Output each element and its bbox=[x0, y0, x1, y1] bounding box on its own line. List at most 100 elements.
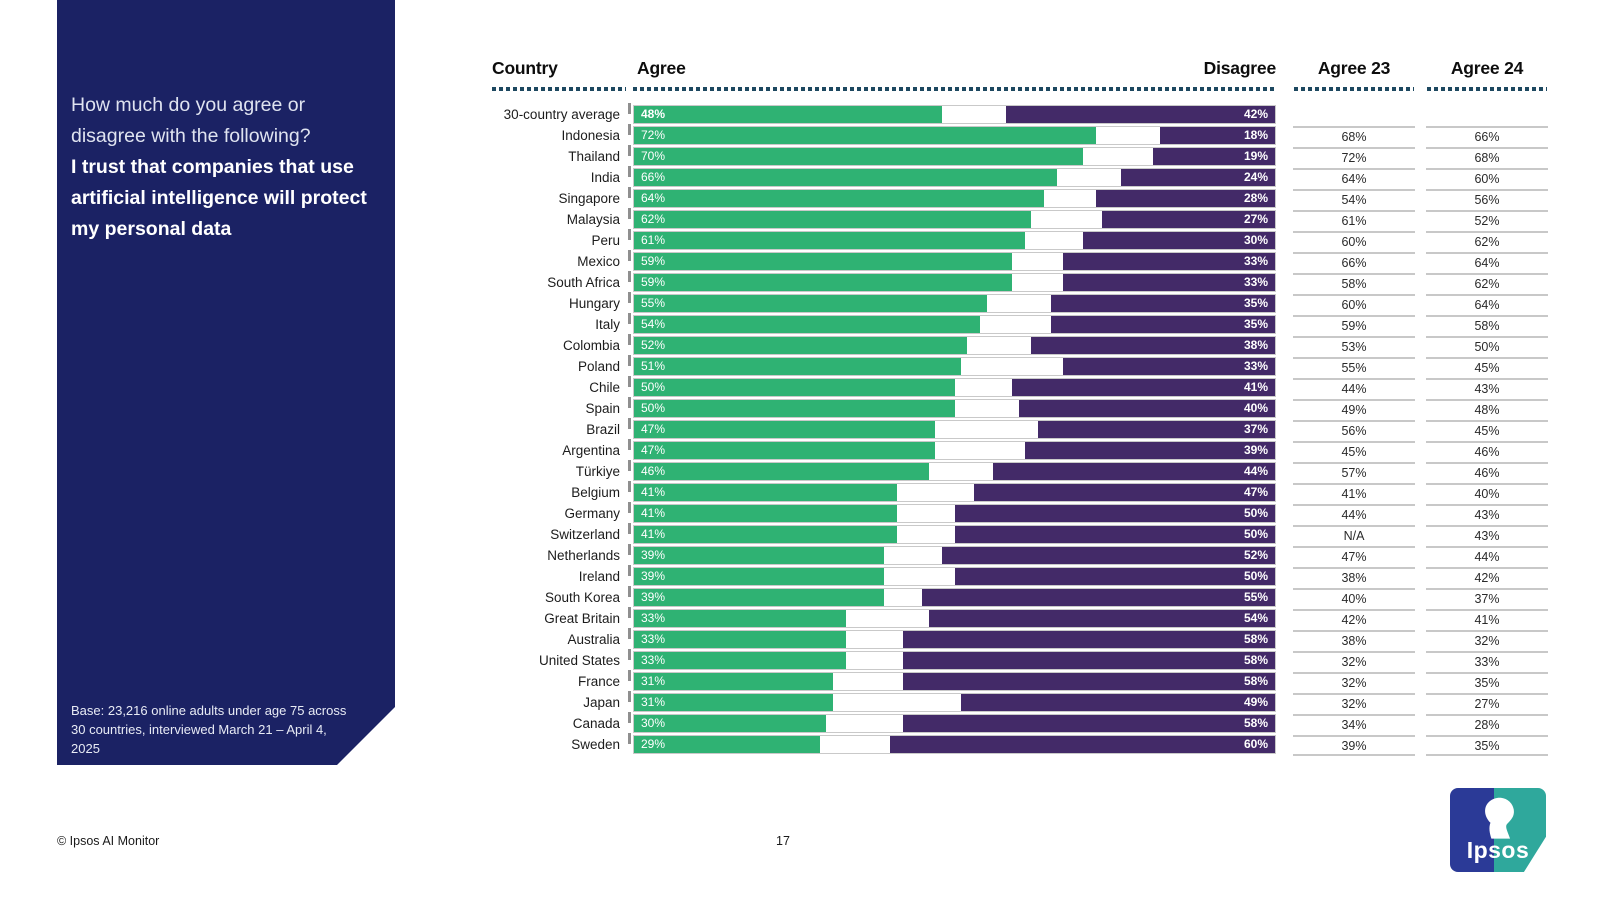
country-label: Sweden bbox=[571, 737, 620, 752]
row-tick-mark bbox=[628, 166, 631, 177]
disagree-value: 40% bbox=[1243, 401, 1268, 415]
bar-track: 72% 18% bbox=[633, 126, 1276, 145]
agree-bar: 70% bbox=[634, 148, 1083, 165]
agree23-value: 34% bbox=[1293, 714, 1415, 735]
country-label: Peru bbox=[591, 233, 620, 248]
bar-track: 33% 58% bbox=[633, 651, 1276, 670]
agree-value: 50% bbox=[641, 401, 666, 415]
disagree-value: 41% bbox=[1243, 380, 1268, 394]
table-row: Türkiye 46% 44% 57% 46% bbox=[0, 460, 1600, 483]
table-row: Sweden 29% 60% 39% 35% bbox=[0, 733, 1600, 756]
agree-bar: 30% bbox=[634, 715, 827, 732]
agree-bar: 50% bbox=[634, 400, 955, 417]
table-row: Brazil 47% 37% 56% 45% bbox=[0, 418, 1600, 441]
agree-value: 33% bbox=[641, 632, 666, 646]
table-row: France 31% 58% 32% 35% bbox=[0, 670, 1600, 693]
agree-value: 29% bbox=[641, 737, 666, 751]
question-intro: How much do you agree or disagree with t… bbox=[71, 94, 311, 147]
table-row: Chile 50% 41% 44% 43% bbox=[0, 376, 1600, 399]
row-tick-mark bbox=[628, 313, 631, 324]
disagree-value: 37% bbox=[1243, 422, 1268, 436]
disagree-bar: 19% bbox=[1153, 148, 1275, 165]
disagree-value: 35% bbox=[1243, 317, 1268, 331]
bar-track: 39% 52% bbox=[633, 546, 1276, 565]
country-label: Brazil bbox=[586, 422, 620, 437]
agree-bar: 47% bbox=[634, 442, 936, 459]
agree23-value: 53% bbox=[1293, 336, 1415, 357]
disagree-bar: 50% bbox=[954, 505, 1275, 522]
agree-value: 59% bbox=[641, 254, 666, 268]
agree-value: 33% bbox=[641, 653, 666, 667]
bar-track: 33% 54% bbox=[633, 609, 1276, 628]
country-label: Chile bbox=[589, 380, 620, 395]
row-tick-mark bbox=[628, 229, 631, 240]
row-tick-mark bbox=[628, 607, 631, 618]
agree23-value: 32% bbox=[1293, 651, 1415, 672]
agree-value: 41% bbox=[641, 527, 666, 541]
agree24-value: 58% bbox=[1426, 315, 1548, 336]
disagree-bar: 30% bbox=[1082, 232, 1275, 249]
row-tick-mark bbox=[628, 418, 631, 429]
table-row: Belgium 41% 47% 41% 40% bbox=[0, 481, 1600, 504]
country-label: Hungary bbox=[568, 296, 620, 311]
agree24-value: 40% bbox=[1426, 483, 1548, 504]
country-label: India bbox=[590, 170, 620, 185]
agree23-value: 58% bbox=[1293, 273, 1415, 294]
disagree-bar: 38% bbox=[1031, 337, 1275, 354]
agree24-value: 52% bbox=[1426, 210, 1548, 231]
column-header-agree23: Agree 23 bbox=[1317, 58, 1391, 78]
country-label: South Africa bbox=[547, 275, 620, 290]
table-row: Australia 33% 58% 38% 32% bbox=[0, 628, 1600, 651]
table-row: Thailand 70% 19% 72% 68% bbox=[0, 145, 1600, 168]
agree24-value: 50% bbox=[1426, 336, 1548, 357]
row-tick-mark bbox=[628, 544, 631, 555]
row-tick-mark bbox=[628, 691, 631, 702]
agree23-value: 41% bbox=[1293, 483, 1415, 504]
row-tick-mark bbox=[628, 355, 631, 366]
disagree-bar: 40% bbox=[1018, 400, 1275, 417]
disagree-value: 35% bbox=[1243, 296, 1268, 310]
agree23-value: 45% bbox=[1293, 441, 1415, 462]
disagree-value: 30% bbox=[1243, 233, 1268, 247]
bar-track: 61% 30% bbox=[633, 231, 1276, 250]
disagree-value: 18% bbox=[1243, 128, 1268, 142]
agree24-value bbox=[1426, 105, 1548, 126]
disagree-value: 19% bbox=[1243, 149, 1268, 163]
disagree-bar: 54% bbox=[928, 610, 1275, 627]
country-label: Malaysia bbox=[566, 212, 620, 227]
country-label: Canada bbox=[572, 716, 620, 731]
table-row: India 66% 24% 64% 60% bbox=[0, 166, 1600, 189]
disagree-bar: 50% bbox=[954, 568, 1275, 585]
disagree-value: 33% bbox=[1243, 275, 1268, 289]
agree-bar: 51% bbox=[634, 358, 961, 375]
bar-track: 46% 44% bbox=[633, 462, 1276, 481]
agree-bar: 66% bbox=[634, 169, 1058, 186]
agree23-value: N/A bbox=[1293, 525, 1415, 546]
agree-value: 66% bbox=[641, 170, 666, 184]
agree-bar: 52% bbox=[634, 337, 968, 354]
agree24-value: 28% bbox=[1426, 714, 1548, 735]
table-row: South Africa 59% 33% 58% 62% bbox=[0, 271, 1600, 294]
table-row: Colombia 52% 38% 53% 50% bbox=[0, 334, 1600, 357]
agree23-value: 61% bbox=[1293, 210, 1415, 231]
bar-track: 39% 55% bbox=[633, 588, 1276, 607]
country-label: Türkiye bbox=[575, 464, 620, 479]
country-label: Poland bbox=[577, 359, 620, 374]
row-tick-mark bbox=[628, 481, 631, 492]
agree23-value: 49% bbox=[1293, 399, 1415, 420]
agree-value: 64% bbox=[641, 191, 666, 205]
agree24-value: 42% bbox=[1426, 567, 1548, 588]
agree24-value: 43% bbox=[1426, 525, 1548, 546]
row-tick-mark bbox=[628, 271, 631, 282]
agree24-value: 46% bbox=[1426, 462, 1548, 483]
agree-bar: 61% bbox=[634, 232, 1025, 249]
question-panel: How much do you agree or disagree with t… bbox=[57, 0, 395, 765]
disagree-bar: 24% bbox=[1121, 169, 1275, 186]
table-row: Spain 50% 40% 49% 48% bbox=[0, 397, 1600, 420]
disagree-value: 60% bbox=[1243, 737, 1268, 751]
country-label: Colombia bbox=[562, 338, 620, 353]
agree24-value: 33% bbox=[1426, 651, 1548, 672]
agree24-value: 64% bbox=[1426, 294, 1548, 315]
row-tick-mark bbox=[628, 649, 631, 660]
agree23-value: 38% bbox=[1293, 630, 1415, 651]
